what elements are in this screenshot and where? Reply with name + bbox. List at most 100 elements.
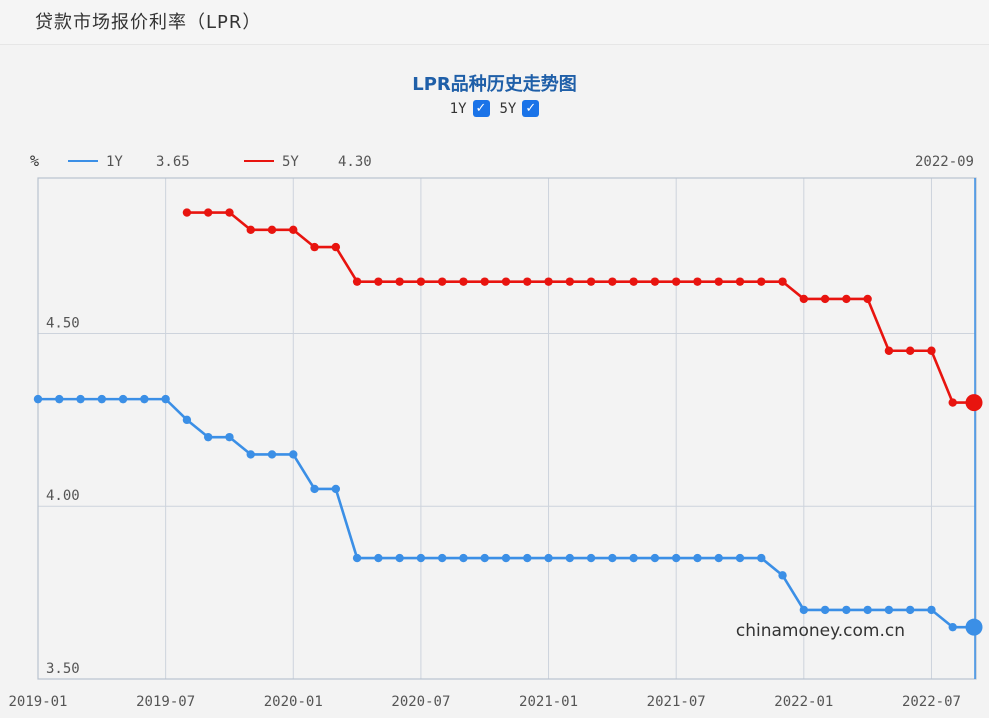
legend-5y-label[interactable]: 5Y [282, 154, 299, 170]
data-point-1y[interactable] [97, 394, 107, 404]
data-point-1y[interactable] [544, 553, 553, 563]
data-point-1y[interactable] [203, 432, 213, 442]
data-point-1y[interactable] [884, 605, 894, 615]
data-point-5y[interactable] [820, 294, 830, 304]
data-point-1y[interactable] [76, 394, 85, 404]
data-point-5y[interactable] [884, 346, 894, 355]
data-point-1y[interactable] [799, 605, 809, 615]
data-point-5y[interactable] [437, 277, 447, 286]
data-point-5y[interactable] [374, 277, 383, 286]
data-point-5y[interactable] [289, 225, 298, 235]
x-tick-label: 2019-07 [136, 694, 195, 710]
legend-1y-label[interactable]: 1Y [106, 154, 123, 170]
data-point-1y[interactable] [459, 553, 468, 563]
y-tick-label: 3.50 [46, 661, 80, 677]
data-point-1y[interactable] [33, 394, 43, 404]
data-point-1y[interactable] [331, 484, 341, 494]
data-point-5y[interactable] [714, 277, 723, 286]
data-point-5y[interactable] [948, 398, 957, 407]
data-point-1y[interactable] [629, 553, 638, 563]
data-point-1y[interactable] [965, 618, 983, 636]
data-point-1y[interactable] [140, 394, 149, 404]
data-point-5y[interactable] [480, 277, 489, 286]
data-point-1y[interactable] [480, 553, 489, 563]
toggle-1y-checkbox-icon[interactable]: ✓ [472, 100, 490, 117]
x-tick-label: 2021-01 [519, 694, 578, 710]
toggle-1y[interactable]: 1Y ✓ [450, 100, 490, 117]
data-point-5y[interactable] [735, 277, 745, 286]
data-point-5y[interactable] [799, 294, 809, 304]
data-point-5y[interactable] [352, 277, 362, 286]
data-point-5y[interactable] [693, 277, 702, 286]
data-point-1y[interactable] [820, 605, 830, 615]
data-point-5y[interactable] [586, 277, 596, 286]
data-point-1y[interactable] [182, 415, 192, 425]
data-point-5y[interactable] [501, 277, 511, 286]
watermark: chinamoney.com.cn [736, 621, 905, 641]
data-point-1y[interactable] [374, 553, 383, 563]
data-point-1y[interactable] [608, 553, 617, 563]
data-point-5y[interactable] [965, 394, 983, 412]
data-point-1y[interactable] [778, 571, 787, 580]
data-point-5y[interactable] [629, 277, 638, 286]
data-point-5y[interactable] [565, 277, 575, 286]
data-point-1y[interactable] [416, 553, 426, 563]
data-point-5y[interactable] [310, 242, 319, 252]
data-point-5y[interactable] [608, 277, 617, 286]
data-point-1y[interactable] [523, 553, 532, 563]
data-point-5y[interactable] [267, 225, 277, 235]
data-point-5y[interactable] [225, 208, 234, 217]
data-point-5y[interactable] [544, 277, 553, 286]
data-point-5y[interactable] [905, 346, 915, 355]
data-point-5y[interactable] [203, 208, 213, 217]
data-point-5y[interactable] [459, 277, 468, 286]
data-point-5y[interactable] [650, 277, 660, 286]
data-point-5y[interactable] [842, 294, 851, 304]
data-point-5y[interactable] [523, 277, 532, 286]
data-point-1y[interactable] [55, 394, 64, 404]
data-point-1y[interactable] [863, 605, 872, 615]
data-point-1y[interactable] [671, 553, 681, 563]
data-point-1y[interactable] [310, 484, 319, 494]
data-point-1y[interactable] [927, 605, 936, 615]
y-tick-label: 4.00 [46, 488, 80, 504]
data-point-1y[interactable] [842, 605, 851, 615]
legend-1y-value: 3.65 [156, 154, 190, 170]
data-point-5y[interactable] [182, 208, 192, 217]
data-point-5y[interactable] [246, 225, 255, 235]
data-point-1y[interactable] [246, 450, 255, 459]
data-point-1y[interactable] [118, 394, 128, 404]
data-point-5y[interactable] [416, 277, 426, 286]
data-point-1y[interactable] [501, 553, 511, 563]
data-point-1y[interactable] [693, 553, 702, 563]
toggle-5y-checkbox-icon[interactable]: ✓ [522, 100, 540, 117]
data-point-5y[interactable] [671, 277, 681, 286]
data-point-5y[interactable] [863, 294, 872, 304]
data-point-1y[interactable] [905, 605, 915, 615]
data-point-5y[interactable] [778, 277, 787, 286]
x-tick-label: 2021-07 [647, 694, 706, 710]
data-point-1y[interactable] [714, 553, 723, 563]
data-point-5y[interactable] [395, 277, 404, 286]
data-point-5y[interactable] [757, 277, 766, 286]
data-point-1y[interactable] [161, 394, 170, 404]
data-point-1y[interactable] [586, 553, 596, 563]
page-title: 贷款市场报价利率（LPR） [35, 12, 262, 33]
x-tick-label: 2020-01 [264, 694, 323, 710]
data-point-1y[interactable] [352, 553, 362, 563]
data-point-1y[interactable] [289, 450, 298, 459]
data-point-1y[interactable] [267, 450, 277, 459]
data-point-1y[interactable] [735, 553, 745, 563]
data-point-1y[interactable] [757, 553, 766, 563]
toggle-5y[interactable]: 5Y ✓ [500, 100, 540, 117]
data-point-1y[interactable] [948, 622, 957, 632]
data-point-5y[interactable] [927, 346, 936, 355]
data-point-1y[interactable] [565, 553, 575, 563]
data-point-5y[interactable] [331, 242, 341, 252]
data-point-1y[interactable] [437, 553, 447, 563]
data-point-1y[interactable] [395, 553, 404, 563]
data-point-1y[interactable] [225, 432, 234, 442]
data-point-1y[interactable] [650, 553, 660, 563]
series-line-5y [186, 211, 974, 404]
